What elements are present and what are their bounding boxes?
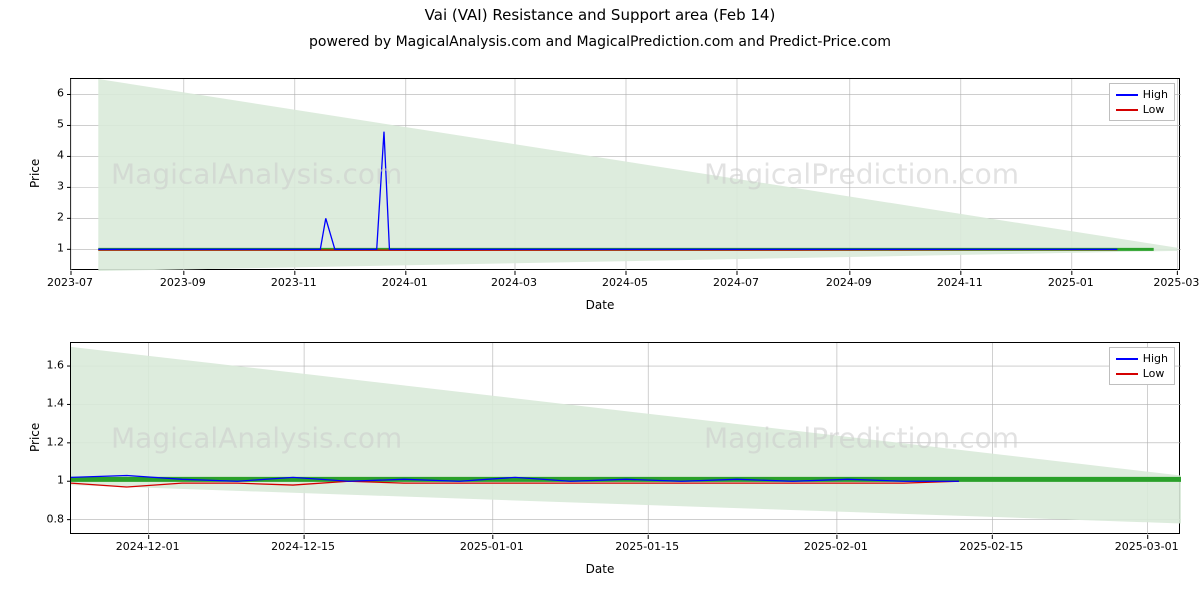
xtick-label: 2024-09	[826, 276, 872, 289]
xtick-label: 2023-09	[160, 276, 206, 289]
ytick-label: 5	[40, 118, 64, 131]
legend-swatch-low-b	[1116, 373, 1138, 375]
xtick-label: 2023-07	[47, 276, 93, 289]
chart-title: Vai (VAI) Resistance and Support area (F…	[0, 6, 1200, 24]
top-panel: MagicalAnalysis.com MagicalPrediction.co…	[70, 78, 1180, 270]
ytick-label: 0.8	[40, 512, 64, 525]
ytick-label: 1	[40, 474, 64, 487]
xtick-label: 2024-11	[937, 276, 983, 289]
xtick-label: 2025-01-15	[615, 540, 679, 553]
xtick-label: 2025-03-01	[1115, 540, 1179, 553]
xtick-label: 2024-12-01	[116, 540, 180, 553]
ytick-label: 4	[40, 149, 64, 162]
xtick-label: 2024-07	[713, 276, 759, 289]
ytick-label: 1.4	[40, 397, 64, 410]
top-xlabel: Date	[0, 298, 1200, 312]
xtick-label: 2024-03	[491, 276, 537, 289]
legend-label-high: High	[1143, 87, 1168, 102]
xtick-label: 2025-02-15	[959, 540, 1023, 553]
ytick-label: 3	[40, 180, 64, 193]
legend-swatch-low	[1116, 109, 1138, 111]
chart-subtitle: powered by MagicalAnalysis.com and Magic…	[0, 34, 1200, 50]
ytick-label: 2	[40, 211, 64, 224]
legend-item-low: Low	[1116, 102, 1168, 117]
bottom-panel: MagicalAnalysis.com MagicalPrediction.co…	[70, 342, 1180, 534]
legend-top: High Low	[1109, 83, 1175, 121]
top-plot-svg	[71, 79, 1181, 271]
legend-bottom: High Low	[1109, 347, 1175, 385]
legend-item-high-b: High	[1116, 351, 1168, 366]
legend-swatch-high-b	[1116, 358, 1138, 360]
ytick-label: 1.2	[40, 435, 64, 448]
legend-swatch-high	[1116, 94, 1138, 96]
xtick-label: 2024-12-15	[271, 540, 335, 553]
xtick-label: 2025-03	[1153, 276, 1199, 289]
legend-label-low: Low	[1143, 102, 1165, 117]
figure: Vai (VAI) Resistance and Support area (F…	[0, 0, 1200, 600]
xtick-label: 2025-01	[1048, 276, 1094, 289]
xtick-label: 2025-02-01	[804, 540, 868, 553]
xtick-label: 2024-05	[602, 276, 648, 289]
legend-item-low-b: Low	[1116, 366, 1168, 381]
legend-item-high: High	[1116, 87, 1168, 102]
xtick-label: 2024-01	[382, 276, 428, 289]
legend-label-high-b: High	[1143, 351, 1168, 366]
ytick-label: 1	[40, 242, 64, 255]
bottom-xlabel: Date	[0, 562, 1200, 576]
xtick-label: 2025-01-01	[460, 540, 524, 553]
xtick-label: 2023-11	[271, 276, 317, 289]
legend-label-low-b: Low	[1143, 366, 1165, 381]
ytick-label: 6	[40, 87, 64, 100]
bottom-plot-svg	[71, 343, 1181, 535]
ytick-label: 1.6	[40, 359, 64, 372]
